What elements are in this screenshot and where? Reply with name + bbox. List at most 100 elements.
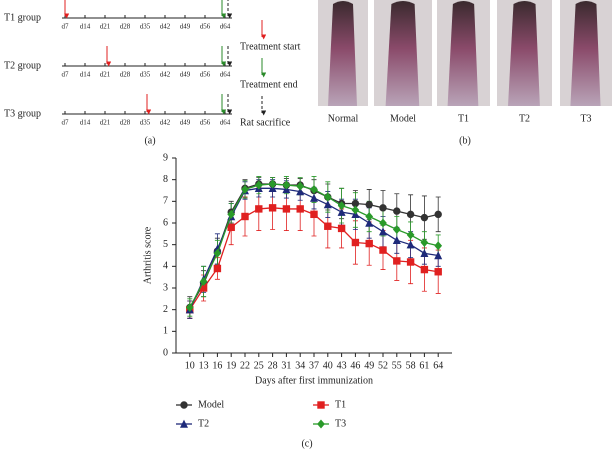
day-label: d49: [180, 71, 191, 79]
day-label: d64: [220, 71, 231, 79]
paw: [447, 1, 479, 106]
marker: [323, 192, 332, 202]
day-label: d56: [200, 71, 211, 79]
day-label: d42: [160, 23, 171, 31]
day-label: d14: [80, 119, 91, 127]
day-label: d35: [140, 71, 151, 79]
x-tick-label: 40: [323, 360, 333, 371]
y-tick-label: 4: [163, 261, 168, 272]
y-tick-label: 0: [163, 347, 168, 358]
x-tick-label: 10: [185, 360, 195, 371]
day-label: d21: [100, 71, 111, 79]
marker: [351, 205, 360, 215]
marker: [351, 238, 360, 247]
y-tick-label: 7: [163, 196, 168, 207]
marker: [213, 264, 222, 273]
marker: [255, 205, 263, 213]
marker: [324, 222, 332, 230]
marker: [179, 419, 189, 428]
legend-label: Treatment start: [240, 41, 301, 52]
panel-label: (c): [301, 438, 312, 449]
marker: [365, 200, 373, 209]
x-tick-label: 25: [254, 360, 264, 371]
photo-label: T3: [580, 113, 591, 124]
day-label: d28: [120, 119, 131, 127]
x-tick-label: 22: [240, 360, 250, 371]
y-tick-label: 1: [163, 326, 168, 337]
marker: [393, 207, 401, 215]
legend-label: T3: [335, 418, 346, 429]
x-tick-label: 58: [406, 360, 416, 371]
day-label: d7: [62, 71, 70, 79]
marker: [309, 193, 319, 202]
marker: [241, 184, 249, 194]
marker: [310, 184, 318, 194]
marker: [268, 204, 277, 212]
x-tick-label: 43: [337, 360, 347, 371]
x-tick-label: 16: [212, 360, 222, 371]
y-axis-title: Arthritis score: [142, 226, 153, 284]
panel-a: T1 group d7 d14 d21 d28 d35 d42 d49 d56 d64 T2 gro…: [4, 0, 301, 128]
x-tick-label: 28: [268, 360, 278, 371]
legend-label: T1: [335, 399, 346, 410]
marker: [434, 251, 443, 260]
y-tick-label: 5: [163, 239, 168, 250]
legend-label: T2: [198, 418, 209, 429]
marker: [282, 180, 291, 190]
marker: [420, 238, 429, 247]
marker: [199, 277, 208, 286]
legend-label: Model: [198, 399, 224, 410]
x-tick-label: 31: [281, 360, 291, 371]
marker: [282, 205, 291, 213]
x-tick-label: 55: [392, 360, 402, 371]
day-label: d64: [220, 23, 231, 31]
day-label: d28: [120, 23, 131, 31]
day-label: d21: [100, 119, 111, 127]
day-label: d42: [160, 119, 171, 127]
legend-label: Treatment end: [240, 79, 298, 90]
y-tick-label: 6: [163, 217, 168, 228]
marker: [310, 210, 318, 219]
marker: [392, 225, 401, 234]
marker: [296, 187, 305, 196]
x-tick-label: 13: [199, 360, 209, 371]
marker: [241, 212, 249, 221]
y-tick-label: 2: [163, 304, 168, 315]
marker: [337, 201, 346, 211]
marker: [337, 224, 346, 233]
day-label: d35: [140, 119, 151, 127]
group-label: T1 group: [4, 12, 41, 23]
x-tick-label: 49: [364, 360, 374, 371]
legend-label: Rat sacrifice: [240, 117, 291, 128]
day-label: d56: [200, 23, 211, 31]
x-tick-label: 52: [378, 360, 388, 371]
marker: [434, 241, 443, 251]
x-tick-label: 46: [350, 360, 360, 371]
x-tick-label: 34: [295, 360, 305, 371]
paw: [385, 1, 420, 106]
day-label: d49: [180, 23, 191, 31]
marker: [434, 268, 442, 276]
marker: [365, 239, 373, 248]
day-label: d64: [220, 119, 231, 127]
x-tick-label: 19: [226, 360, 236, 371]
marker: [379, 246, 387, 254]
marker: [227, 209, 236, 219]
day-label: d49: [180, 119, 191, 127]
day-label: d28: [120, 71, 131, 79]
marker: [365, 212, 374, 221]
y-tick-label: 3: [163, 282, 168, 293]
marker: [317, 401, 325, 409]
marker: [420, 249, 429, 258]
marker: [379, 204, 387, 212]
marker: [213, 248, 222, 258]
day-label: d14: [80, 71, 91, 79]
marker: [323, 200, 332, 209]
photo-label: T1: [458, 113, 469, 124]
panel-label: (b): [459, 135, 471, 146]
marker: [365, 218, 374, 227]
marker: [378, 227, 388, 236]
day-label: d7: [62, 119, 70, 127]
marker: [254, 180, 263, 190]
